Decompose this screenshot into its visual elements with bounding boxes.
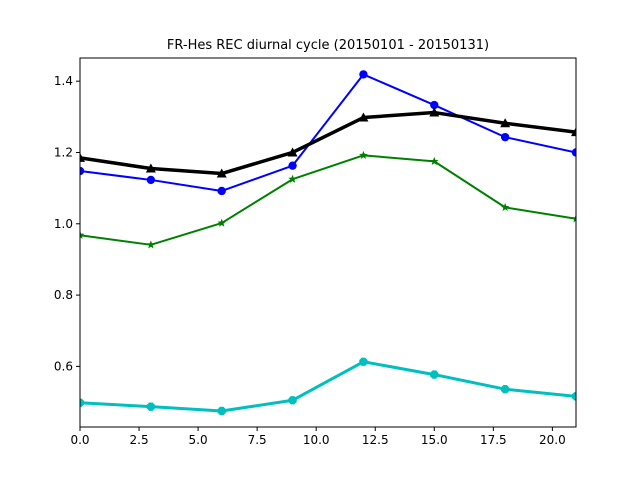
x-tick-label: 17.5 — [480, 433, 507, 447]
series-3-point — [430, 156, 439, 166]
x-tick-label: 5.0 — [189, 433, 208, 447]
series-1-point — [217, 186, 226, 196]
series-2 — [80, 107, 576, 178]
series-1-point — [359, 70, 368, 79]
series-4 — [80, 357, 576, 416]
series-1-point — [571, 148, 576, 157]
x-tick-label: 20.0 — [539, 433, 566, 447]
series-1-point — [146, 175, 156, 185]
series-3-point — [359, 150, 368, 159]
series-4-point — [217, 406, 226, 416]
y-tick-label: 0.8 — [54, 288, 73, 302]
series-4-point — [146, 402, 156, 411]
x-tick-label: 15.0 — [421, 433, 448, 447]
chart-title: FR-Hes REC diurnal cycle (20150101 - 201… — [167, 38, 489, 53]
series-2-point — [80, 152, 85, 162]
series-1-point — [80, 166, 85, 176]
y-tick-label: 1.0 — [54, 217, 73, 231]
y-axis: 0.6 0.8 1.0 1.2 1.4 — [54, 74, 80, 373]
series-2-point — [571, 127, 576, 137]
series-1-point — [500, 132, 510, 142]
x-tick-label: 7.5 — [248, 433, 267, 447]
series-3-point — [217, 218, 226, 227]
y-tick-label: 0.6 — [54, 359, 73, 373]
series-1-point — [288, 161, 297, 170]
series-3-point — [288, 174, 297, 183]
series-2-point — [429, 107, 440, 117]
series-1-point — [430, 100, 439, 110]
series-2-point — [358, 112, 369, 122]
series-4-point — [500, 385, 510, 394]
series-4-point — [571, 392, 576, 401]
series-3-point — [146, 240, 156, 249]
y-tick-label: 1.2 — [54, 145, 73, 159]
plot-area — [80, 70, 576, 416]
series-3-point — [80, 230, 85, 239]
x-tick-label: 10.0 — [303, 433, 330, 447]
series-2-line — [80, 110, 576, 176]
series-1-line — [80, 73, 576, 192]
plot-frame — [79, 57, 577, 428]
series-2-point — [145, 163, 156, 173]
x-axis: 0.0 2.5 5.0 7.5 10.0 12.5 15.0 17.5 20.0 — [70, 427, 566, 447]
x-tick-label: 2.5 — [130, 433, 149, 447]
series-3 — [80, 150, 576, 249]
series-4-point — [359, 357, 368, 366]
series-1 — [80, 70, 576, 196]
series-4-point — [430, 370, 439, 379]
series-3-line — [80, 154, 576, 246]
series-4-point — [80, 398, 85, 407]
series-2-point — [216, 168, 227, 178]
series-3-point — [571, 214, 576, 223]
series-4-line — [80, 360, 576, 413]
x-tick-label: 12.5 — [362, 433, 389, 447]
y-tick-label: 1.4 — [54, 74, 73, 88]
x-tick-label: 0.0 — [70, 433, 89, 447]
series-2-point — [287, 147, 298, 157]
series-3-point — [500, 202, 510, 212]
series-4-point — [288, 396, 297, 405]
series-2-point — [500, 118, 511, 128]
